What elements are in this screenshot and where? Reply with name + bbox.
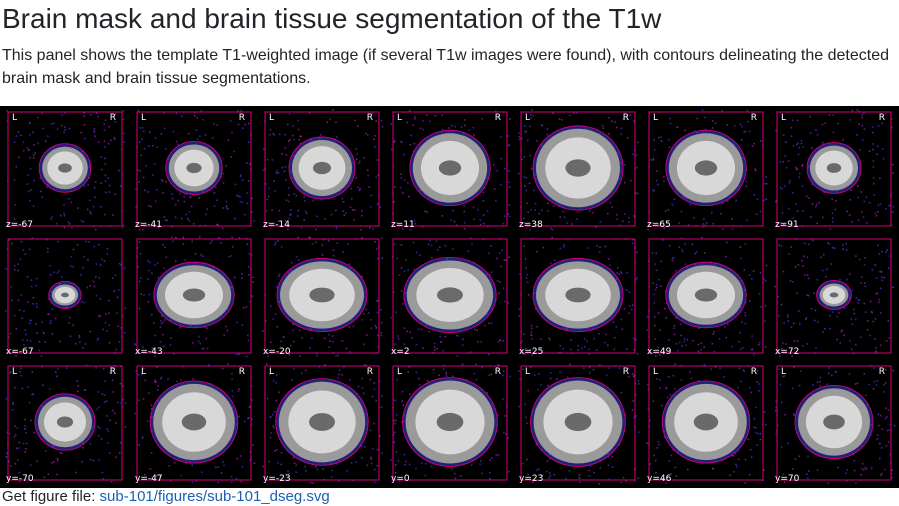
- brain-slice-image: [518, 363, 640, 485]
- slice-coordinate-label: x=-43: [135, 347, 163, 357]
- sagittal-slice-tile: x=2: [387, 233, 513, 359]
- figure-file-footer: Get figure file: sub-101/figures/sub-101…: [2, 488, 330, 506]
- brain-slice-image: [775, 109, 895, 230]
- brain-slice-image: [518, 109, 639, 231]
- sagittal-slice-tile: x=25: [515, 233, 641, 359]
- slice-coordinate-label: x=2: [391, 347, 410, 357]
- brain-slice-image: [390, 237, 510, 357]
- brain-slice-image: [134, 236, 255, 358]
- orientation-right-label: R: [750, 367, 757, 377]
- orientation-right-label: R: [878, 367, 885, 377]
- brain-slice-image: [262, 236, 384, 357]
- slice-coordinate-label: z=91: [775, 220, 799, 230]
- orientation-left-label: L: [141, 367, 147, 377]
- panel-description: This panel shows the template T1-weighte…: [2, 47, 889, 87]
- orientation-left-label: L: [781, 113, 787, 123]
- brain-slice-image: [390, 363, 512, 482]
- orientation-left-label: L: [269, 367, 275, 377]
- brain-slice-image: [262, 109, 384, 231]
- orientation-right-label: R: [366, 113, 373, 123]
- orientation-left-label: L: [781, 367, 787, 377]
- brain-slice-image: [775, 364, 896, 484]
- orientation-right-label: R: [109, 367, 116, 377]
- brain-slice-image: [646, 363, 767, 484]
- orientation-right-label: R: [494, 367, 501, 377]
- slice-coordinate-label: z=11: [391, 220, 415, 230]
- orientation-right-label: R: [238, 367, 245, 377]
- orientation-left-label: L: [525, 113, 531, 123]
- brain-slice-image: [134, 363, 256, 484]
- sagittal-slice-tile: x=72: [771, 233, 897, 359]
- brain-slice-image: [518, 236, 639, 356]
- orientation-left-label: L: [141, 113, 147, 123]
- orientation-right-label: R: [366, 367, 373, 377]
- orientation-left-label: L: [525, 367, 531, 377]
- sagittal-slice-tile: x=-67: [2, 233, 128, 359]
- slice-coordinate-label: x=72: [775, 347, 800, 357]
- slice-coordinate-label: y=23: [519, 474, 544, 484]
- brain-slice-image: [774, 237, 895, 357]
- slice-coordinate-label: y=70: [775, 474, 800, 484]
- orientation-right-label: R: [878, 113, 885, 123]
- brain-slice-image: [135, 109, 256, 231]
- orientation-left-label: L: [397, 113, 403, 123]
- slice-coordinate-label: y=-70: [6, 474, 34, 484]
- slice-coordinate-label: x=25: [519, 347, 544, 357]
- orientation-right-label: R: [494, 113, 501, 123]
- slice-coordinate-label: z=-67: [6, 220, 33, 230]
- orientation-right-label: R: [622, 367, 629, 377]
- sagittal-slice-tile: x=-20: [259, 233, 385, 359]
- brain-slice-image: [646, 236, 768, 357]
- orientation-right-label: R: [238, 113, 245, 123]
- brain-slice-image: [5, 237, 126, 357]
- slice-coordinate-label: z=-14: [263, 220, 290, 230]
- orientation-right-label: R: [750, 113, 757, 123]
- slice-coordinate-label: y=-47: [135, 474, 163, 484]
- sagittal-slice-tile: x=-43: [131, 233, 257, 359]
- orientation-left-label: L: [653, 113, 659, 123]
- slice-coordinate-label: x=49: [647, 347, 672, 357]
- orientation-left-label: L: [397, 367, 403, 377]
- page-title: Brain mask and brain tissue segmentation…: [2, 3, 662, 34]
- brain-slice-image: [6, 110, 125, 231]
- slice-coordinate-label: y=46: [647, 474, 672, 484]
- slice-coordinate-label: z=38: [519, 220, 543, 230]
- orientation-left-label: L: [653, 367, 659, 377]
- orientation-left-label: L: [12, 113, 18, 123]
- brain-slice-image: [5, 364, 127, 483]
- slice-coordinate-label: y=0: [391, 474, 410, 484]
- brain-slice-image: [262, 363, 383, 484]
- brain-slice-image: [390, 109, 511, 231]
- orientation-right-label: R: [622, 113, 629, 123]
- sagittal-slice-tile: x=49: [643, 233, 769, 359]
- slice-coordinate-label: z=65: [647, 220, 671, 230]
- brain-slice-image: [647, 109, 768, 231]
- orientation-left-label: L: [12, 367, 18, 377]
- slice-coordinate-label: y=-23: [263, 474, 291, 484]
- orientation-left-label: L: [269, 113, 275, 123]
- orientation-right-label: R: [109, 113, 116, 123]
- slice-coordinate-label: x=-67: [6, 347, 34, 357]
- slice-coordinate-label: z=-41: [135, 220, 162, 230]
- slice-coordinate-label: x=-20: [263, 347, 291, 357]
